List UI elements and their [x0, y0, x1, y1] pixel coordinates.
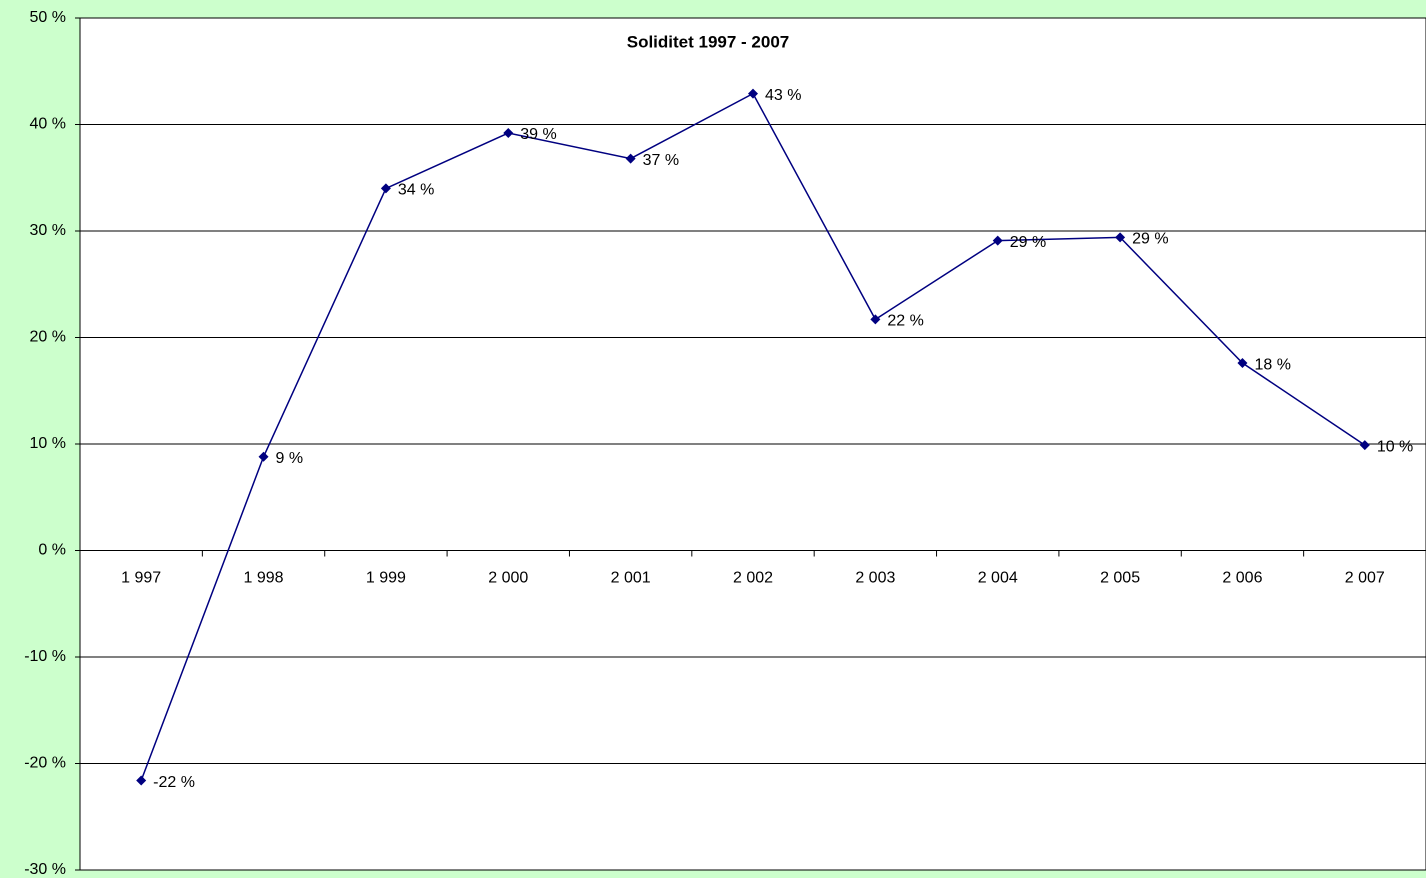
data-label: 18 %: [1254, 356, 1290, 373]
data-label: -22 %: [153, 774, 195, 791]
x-tick-label: 2 005: [1100, 570, 1140, 587]
marker: [625, 153, 636, 164]
marker: [992, 235, 1003, 246]
x-tick-label: 2 007: [1345, 570, 1385, 587]
data-label: 34 %: [398, 182, 434, 199]
marker: [380, 183, 391, 194]
x-tick-label: 2 003: [855, 570, 895, 587]
marker: [503, 128, 514, 139]
marker: [748, 88, 758, 99]
data-label: 39 %: [520, 126, 556, 143]
marker: [1359, 440, 1370, 451]
data-label: 43 %: [765, 87, 801, 104]
y-tick-label: -30 %: [24, 861, 66, 878]
data-label: 22 %: [887, 313, 923, 330]
x-tick-label: 1 999: [366, 570, 406, 587]
marker: [1115, 232, 1126, 243]
marker: [258, 451, 269, 462]
y-tick-label: -20 %: [24, 755, 66, 772]
y-tick-label: 10 %: [30, 435, 66, 452]
x-tick-label: 2 002: [733, 570, 773, 587]
marker: [870, 314, 881, 325]
y-tick-label: 50 %: [30, 9, 66, 26]
marker: [1237, 358, 1248, 369]
x-tick-label: 2 000: [488, 570, 528, 587]
y-tick-label: -10 %: [24, 648, 66, 665]
data-label: 29 %: [1132, 231, 1168, 248]
data-label: 29 %: [1010, 234, 1046, 251]
marker: [136, 775, 147, 786]
y-tick-label: 0 %: [38, 542, 66, 559]
y-tick-label: 40 %: [30, 116, 66, 133]
x-tick-label: 1 997: [121, 570, 161, 587]
x-tick-label: 1 998: [244, 570, 284, 587]
data-label: 10 %: [1377, 438, 1413, 455]
x-tick-label: 2 004: [978, 570, 1018, 587]
x-tick-label: 2 006: [1222, 570, 1262, 587]
x-tick-label: 2 001: [611, 570, 651, 587]
data-label: 37 %: [643, 152, 679, 169]
chart-title: Soliditet 1997 - 2007: [627, 32, 790, 51]
y-tick-label: 30 %: [30, 222, 66, 239]
data-label: 9 %: [276, 450, 304, 467]
y-tick-label: 20 %: [30, 329, 66, 346]
